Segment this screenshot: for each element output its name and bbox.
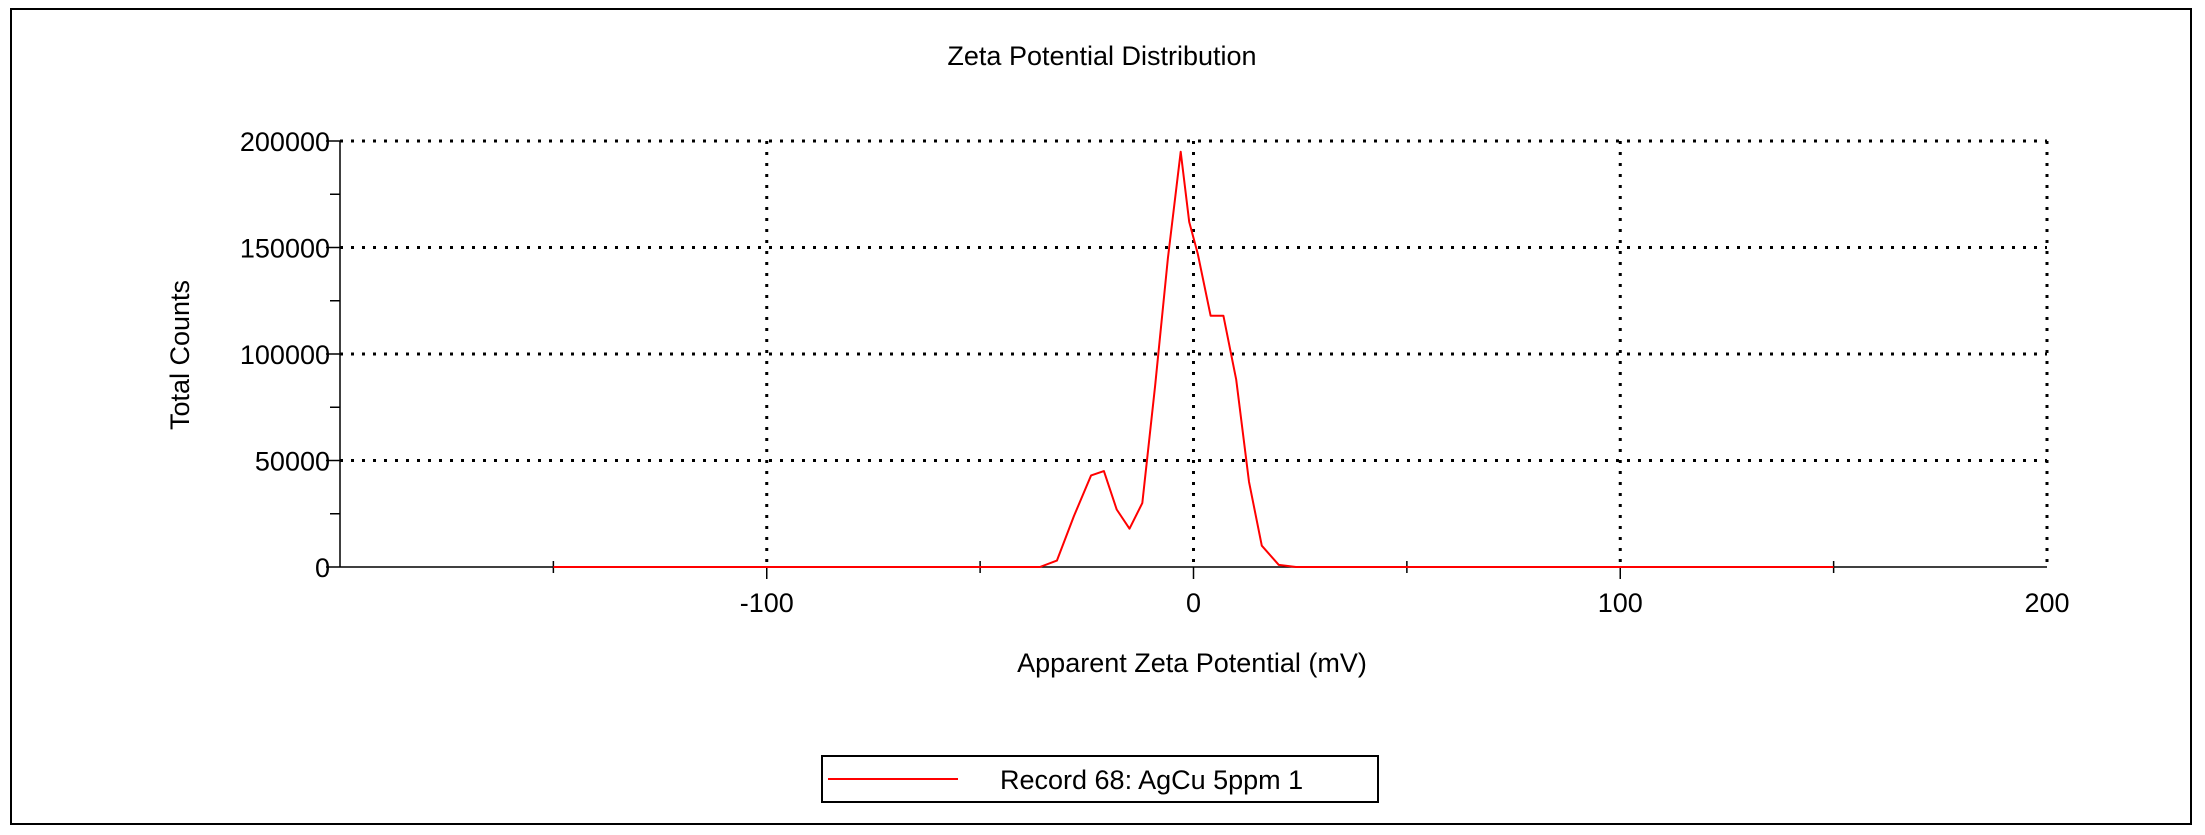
y-tick-label: 150000 bbox=[240, 234, 330, 264]
chart-title: Zeta Potential Distribution bbox=[947, 41, 1256, 71]
y-tick-label: 50000 bbox=[255, 447, 330, 477]
tick-labels: 0 50000 100000 150000 200000 -100 0 100 200 bbox=[240, 127, 2070, 618]
x-tick-label: 100 bbox=[1598, 588, 1643, 618]
y-tick-label: 100000 bbox=[240, 340, 330, 370]
chart-frame bbox=[10, 8, 2192, 825]
series-lines bbox=[553, 150, 1834, 568]
x-axis-title: Apparent Zeta Potential (mV) bbox=[1017, 648, 1367, 678]
legend-label: Record 68: AgCu 5ppm 1 bbox=[1000, 765, 1303, 795]
y-tick-label: 200000 bbox=[240, 127, 330, 157]
y-tick-label: 0 bbox=[315, 553, 330, 583]
x-tick-label: 200 bbox=[2024, 588, 2069, 618]
legend: Record 68: AgCu 5ppm 1 bbox=[821, 755, 1379, 803]
series-line bbox=[553, 150, 1834, 568]
x-tick-label: -100 bbox=[740, 588, 794, 618]
x-tick-label: 0 bbox=[1186, 588, 1201, 618]
y-axis-title: Total Counts bbox=[165, 280, 195, 430]
grid-lines bbox=[340, 139, 2049, 567]
